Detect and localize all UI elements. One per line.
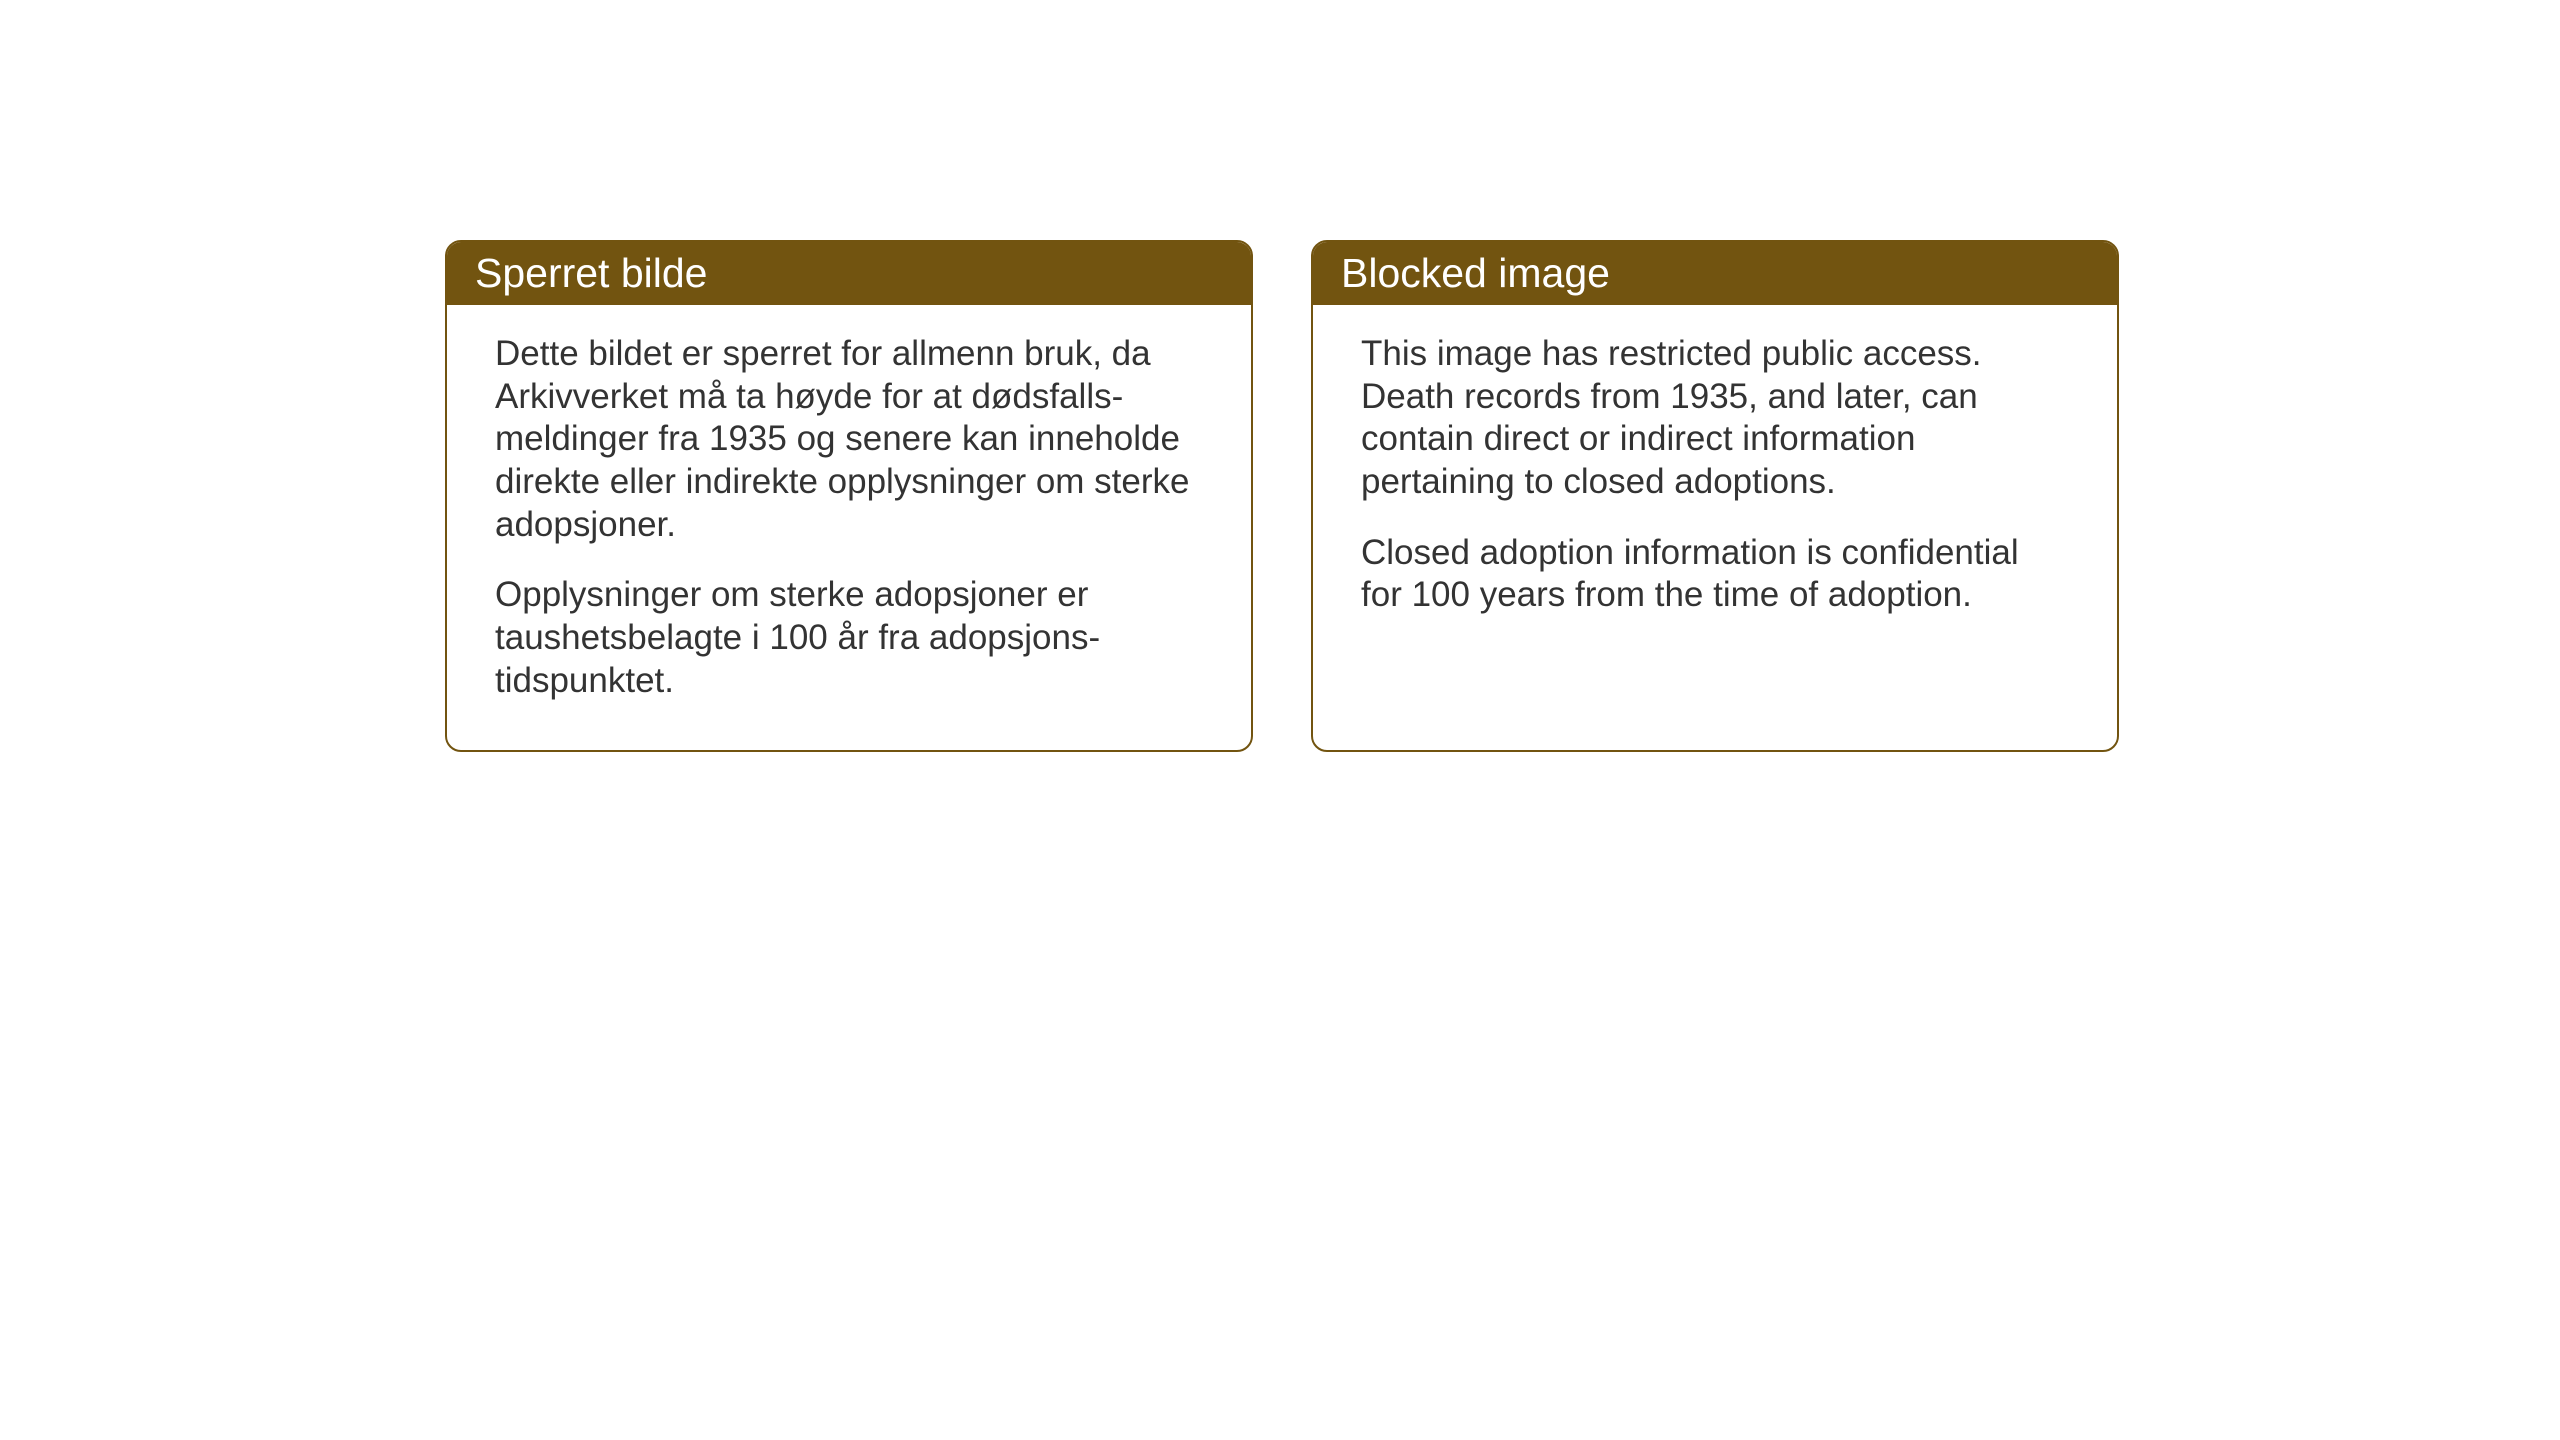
card-paragraph-english-1: This image has restricted public access.…: [1361, 333, 2069, 504]
card-title-english: Blocked image: [1341, 250, 1610, 296]
cards-container: Sperret bilde Dette bildet er sperret fo…: [445, 240, 2119, 752]
blocked-image-card-norwegian: Sperret bilde Dette bildet er sperret fo…: [445, 240, 1253, 752]
card-header-english: Blocked image: [1313, 242, 2117, 305]
card-title-norwegian: Sperret bilde: [475, 250, 707, 296]
card-header-norwegian: Sperret bilde: [447, 242, 1251, 305]
card-paragraph-norwegian-2: Opplysninger om sterke adopsjoner er tau…: [495, 574, 1203, 702]
card-body-norwegian: Dette bildet er sperret for allmenn bruk…: [447, 305, 1251, 739]
card-body-english: This image has restricted public access.…: [1313, 305, 2117, 653]
card-paragraph-norwegian-1: Dette bildet er sperret for allmenn bruk…: [495, 333, 1203, 546]
card-paragraph-english-2: Closed adoption information is confident…: [1361, 532, 2069, 617]
blocked-image-card-english: Blocked image This image has restricted …: [1311, 240, 2119, 752]
